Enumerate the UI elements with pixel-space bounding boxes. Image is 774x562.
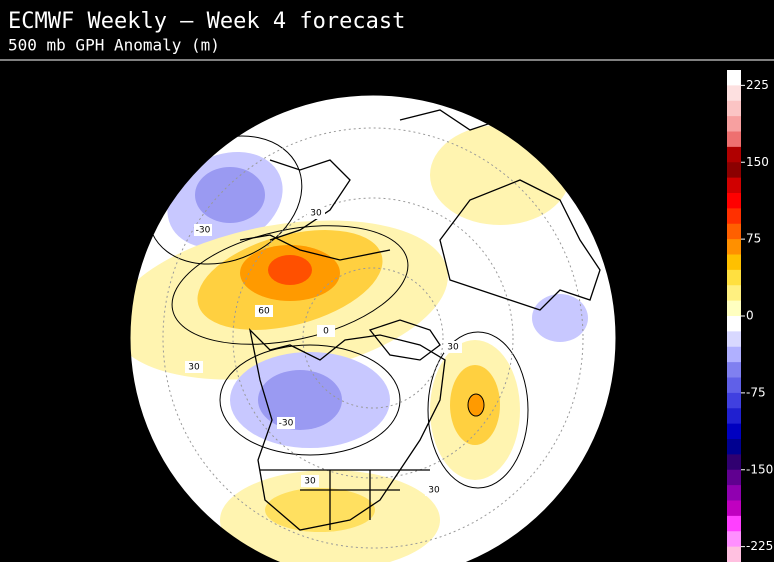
contour-label: 0 xyxy=(323,327,329,337)
globe xyxy=(130,95,616,562)
colorbar-swatch xyxy=(727,100,741,117)
contour-label-box xyxy=(301,475,319,487)
contour-label-box xyxy=(307,207,325,219)
colorbar-swatch xyxy=(727,239,741,255)
subtitle: 500 mb GPH Anomaly (m) xyxy=(8,36,220,55)
colorbar-swatch xyxy=(727,515,741,532)
contour-label-box xyxy=(194,224,212,236)
colorbar-tick-label: 75 xyxy=(746,232,761,246)
colorbar-swatch xyxy=(727,454,741,471)
colorbar-swatch xyxy=(727,500,741,517)
colorbar-tick-label: -150 xyxy=(746,462,773,476)
colorbar-swatch xyxy=(727,300,741,317)
colorbar-swatch xyxy=(727,223,741,240)
anomaly-pos xyxy=(430,125,570,225)
anomaly-neg-core xyxy=(258,370,342,430)
colorbar-swatch xyxy=(727,85,741,102)
colorbar-swatch xyxy=(727,131,741,148)
anomaly-pos-core xyxy=(467,393,485,417)
contour-label: 30 xyxy=(428,486,440,496)
colorbar-tick-label: 150 xyxy=(746,155,769,169)
colorbar-swatch xyxy=(727,439,741,455)
colorbar-swatch xyxy=(727,392,741,409)
colorbar-swatch xyxy=(727,208,741,225)
colorbar-swatch xyxy=(727,193,741,209)
contour-label: 30 xyxy=(304,477,316,487)
contour-label: -30 xyxy=(196,226,211,236)
colorbar-swatch xyxy=(727,362,741,378)
colorbar-swatch xyxy=(727,70,741,86)
contour-label-box xyxy=(444,341,462,353)
colorbar-swatch xyxy=(727,116,741,132)
contour-label: -30 xyxy=(279,419,294,429)
contour-label-box xyxy=(185,361,203,373)
anomaly-pos-core xyxy=(268,255,312,285)
anomaly-neg-core xyxy=(195,167,265,223)
contour-label: 60 xyxy=(258,307,270,317)
colorbar-swatch xyxy=(727,177,741,194)
colorbar-swatch xyxy=(727,316,741,332)
colorbar-swatch xyxy=(727,546,741,562)
colorbar-swatch xyxy=(727,146,741,163)
globe-edge xyxy=(129,94,617,562)
colorbar-tick-label: 0 xyxy=(746,309,754,323)
graticule xyxy=(162,127,584,549)
colorbar-swatch xyxy=(727,485,741,501)
colorbar-swatch xyxy=(727,162,741,179)
colorbar-tick-label: -225 xyxy=(746,539,773,553)
contour-label: 30 xyxy=(188,363,200,373)
colorbar-tick-label: 225 xyxy=(746,78,769,92)
colorbar-swatch xyxy=(727,269,741,286)
contour-label-box xyxy=(255,305,273,317)
colorbar-swatch xyxy=(727,531,741,548)
colorbar-swatch xyxy=(727,331,741,348)
colorbar-swatch xyxy=(727,423,741,440)
contour-label-box xyxy=(277,417,295,429)
contour-label: 30 xyxy=(447,343,459,353)
title: ECMWF Weekly — Week 4 forecast xyxy=(8,9,405,34)
colorbar-swatch xyxy=(727,408,741,425)
colorbar-swatch xyxy=(727,469,741,486)
colorbar-swatch xyxy=(727,346,741,363)
contour-label-box xyxy=(425,484,443,496)
colorbar-swatch xyxy=(727,254,741,271)
contour-label-box xyxy=(317,325,335,337)
colorbar-swatch xyxy=(727,377,741,394)
colorbar-swatch xyxy=(727,285,741,302)
coastlines xyxy=(239,109,601,531)
anomaly-neg xyxy=(532,294,588,342)
colorbar-tick-label: -75 xyxy=(746,385,766,399)
contour-label: 30 xyxy=(310,209,322,219)
